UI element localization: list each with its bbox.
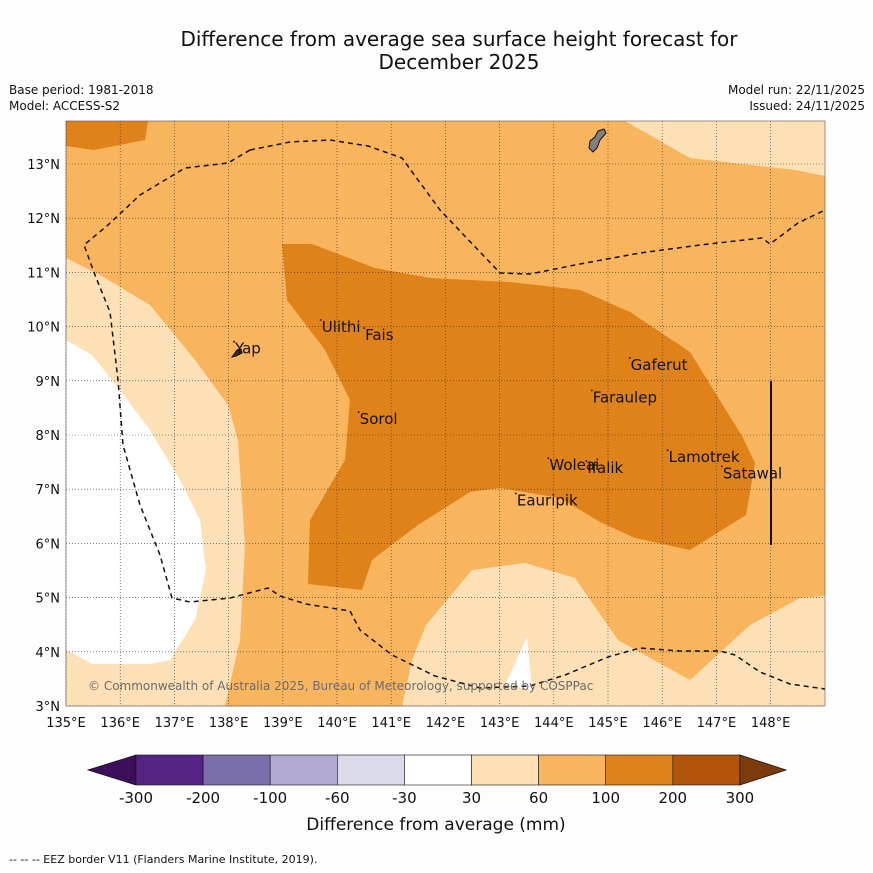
lat-tick-label: 13°N xyxy=(27,158,60,173)
meta-left: Base period: 1981-2018 Model: ACCESS-S2 xyxy=(9,82,154,114)
colorbar: -300 -200 -100 -60 -30 30 60 100 200 300 xyxy=(86,754,788,807)
lon-tick-label: 139°E xyxy=(263,716,303,731)
place-marker xyxy=(628,357,631,359)
band-100-200-northwest xyxy=(66,121,148,150)
issued-text: Issued: 24/11/2025 xyxy=(749,99,865,113)
place-marker xyxy=(363,327,365,330)
colorbar-extend-low xyxy=(86,754,137,786)
lat-tick-label: 10°N xyxy=(27,321,60,336)
place-label: Fais xyxy=(365,326,394,344)
colorbar-tick-label: -300 xyxy=(119,789,153,807)
lon-tick-label: 146°E xyxy=(642,716,682,731)
lon-tick-label: 142°E xyxy=(426,716,466,731)
plot-frame xyxy=(65,120,826,707)
colorbar-segment xyxy=(538,754,606,786)
lat-tick-label: 7°N xyxy=(36,483,61,498)
meta-right: Model run: 22/11/2025 Issued: 24/11/2025 xyxy=(728,82,865,114)
lon-tick-label: 136°E xyxy=(100,716,140,731)
colorbar-tick-label: 100 xyxy=(591,789,620,807)
lon-tick-label: 140°E xyxy=(317,716,357,731)
colorbar-tick-label: 30 xyxy=(462,789,481,807)
lat-tick-label: 8°N xyxy=(36,429,61,444)
guam-island xyxy=(588,128,607,153)
lon-tick-label: 141°E xyxy=(371,716,411,731)
model-run-text: Model run: 22/11/2025 xyxy=(727,83,865,97)
colorbar-tick-label: -60 xyxy=(325,789,350,807)
colorbar-tick-label: 200 xyxy=(658,789,687,807)
place-label: Sorol xyxy=(360,410,398,428)
lon-tick-label: 145°E xyxy=(588,716,628,731)
place-marker xyxy=(514,492,517,495)
place-label: Faraulep xyxy=(593,388,657,406)
colorbar-segment xyxy=(605,754,674,786)
place-label: Ulithi xyxy=(322,318,361,336)
place-label: Ifalik xyxy=(587,459,623,477)
place-marker xyxy=(720,465,723,468)
band-neutral-south xyxy=(505,637,532,690)
place-marker xyxy=(585,460,588,462)
lon-tick-label: 137°E xyxy=(155,716,195,731)
lon-tick-label: 135°E xyxy=(46,716,86,731)
band-30-60-south xyxy=(402,563,825,706)
place-label: Satawal xyxy=(723,464,782,482)
place-label: Yap xyxy=(234,340,261,358)
colorbar-segment xyxy=(672,754,741,786)
lon-tick-label: 138°E xyxy=(209,716,249,731)
longitude-axis: 135°E 136°E 137°E 138°E 139°E 140°E 141°E 142°E… xyxy=(46,716,790,731)
lat-tick-label: 6°N xyxy=(36,537,61,552)
colorbar-tick-label: -100 xyxy=(253,789,287,807)
lon-tick-label: 144°E xyxy=(534,716,574,731)
band-neutral-west xyxy=(66,340,206,664)
colorbar-tick-label: 60 xyxy=(529,789,548,807)
colorbar-segment xyxy=(336,754,405,786)
lat-tick-label: 5°N xyxy=(36,592,61,607)
lat-tick-label: 12°N xyxy=(27,212,60,227)
title-line-2: December 2025 xyxy=(378,50,540,74)
colorbar-segment xyxy=(269,754,338,786)
colorbar-tick-label: -30 xyxy=(392,789,417,807)
place-marker xyxy=(590,389,593,392)
lon-tick-label: 143°E xyxy=(480,716,520,731)
latitude-axis: 3°N 4°N 5°N 6°N 7°N 8°N 9°N 10°N 11°N 12°N 13°N xyxy=(27,158,60,715)
eez-border-north xyxy=(249,139,825,275)
footnote: -- -- -- EEZ border V11 (Flanders Marine… xyxy=(9,853,318,866)
place-label: Gaferut xyxy=(631,356,688,374)
lat-tick-label: 11°N xyxy=(27,266,60,281)
yap-island xyxy=(230,348,243,358)
place-marker xyxy=(666,449,669,451)
place-marker xyxy=(357,411,360,414)
colorbar-segment xyxy=(471,754,539,786)
model-text: Model: ACCESS-S2 xyxy=(9,99,121,113)
lat-tick-label: 4°N xyxy=(36,646,61,661)
colorbar-segment xyxy=(202,754,271,786)
place-marker xyxy=(319,319,322,321)
chart-title: Difference from average sea surface heig… xyxy=(0,28,873,74)
lat-tick-label: 3°N xyxy=(36,700,61,715)
band-30-60-northeast xyxy=(625,121,825,176)
colorbar-segment xyxy=(135,754,204,786)
lat-tick-label: 9°N xyxy=(36,375,61,390)
band-100-200-central xyxy=(282,244,755,590)
colorbar-extend-high xyxy=(739,754,788,786)
place-marker xyxy=(547,457,550,460)
place-marker xyxy=(233,340,235,343)
base-period-text: Base period: 1981-2018 xyxy=(9,83,154,97)
eez-border-south xyxy=(83,149,825,690)
colorbar-tick-label: 300 xyxy=(726,789,755,807)
copyright-text: © Commonwealth of Australia 2025, Bureau… xyxy=(88,679,593,693)
colorbar-label: Difference from average (mm) xyxy=(306,815,565,835)
place-label: Lamotrek xyxy=(669,448,740,466)
place-label: Eauripik xyxy=(517,491,578,509)
title-line-1: Difference from average sea surface heig… xyxy=(180,27,738,51)
colorbar-tick-label: -200 xyxy=(186,789,220,807)
colorbar-segment xyxy=(404,754,472,786)
lon-tick-label: 147°E xyxy=(697,716,737,731)
lon-tick-label: 148°E xyxy=(751,716,791,731)
